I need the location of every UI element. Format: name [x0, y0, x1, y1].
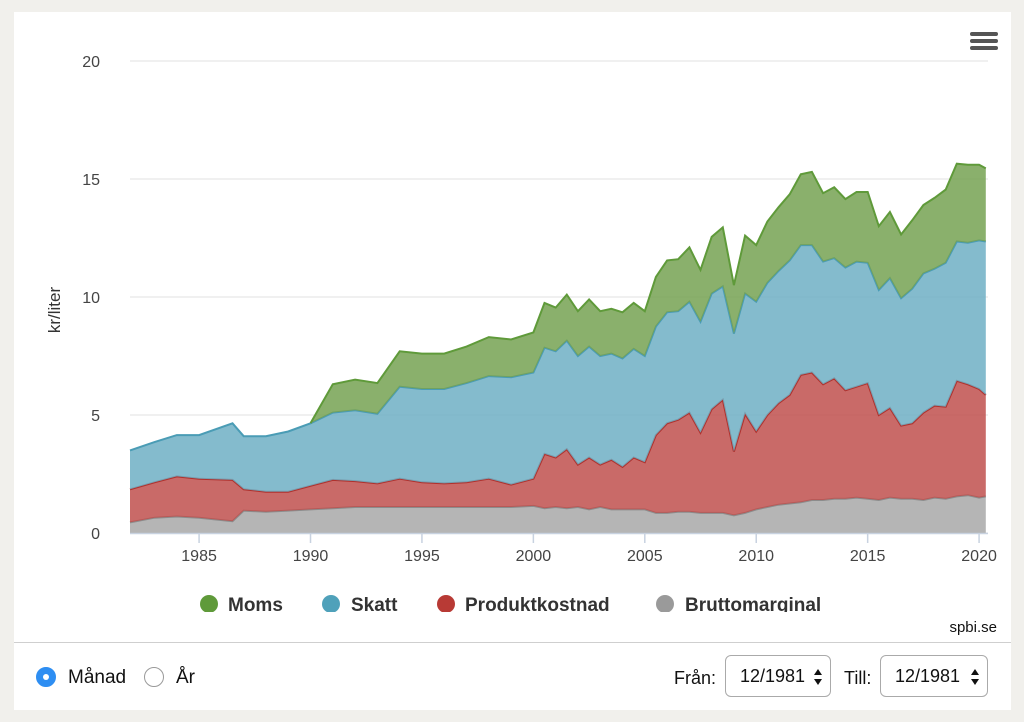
- legend: Moms Skatt Produktkostnad Bruttomarginal: [200, 595, 821, 612]
- up-down-arrows-icon: [814, 669, 822, 685]
- radio-yearly-label[interactable]: År: [176, 667, 195, 688]
- period-controls: Månad År Från: 12/1981 Till: 12/1981: [14, 643, 1011, 710]
- from-select[interactable]: 12/1981: [725, 655, 831, 697]
- radio-monthly-label[interactable]: Månad: [68, 667, 127, 688]
- radio-yearly[interactable]: [144, 667, 164, 687]
- y-axis-title: kr/liter: [45, 287, 64, 334]
- from-select-value: 12/1981: [740, 666, 806, 686]
- up-down-arrows-icon: [971, 669, 979, 685]
- credits[interactable]: spbi.se: [949, 619, 997, 636]
- legend-marker-bruttomarginal: [656, 595, 674, 612]
- y-axis-ticks: 0 5 10 15 20: [82, 54, 100, 543]
- area-chart: 0 5 10 15 20 1985 1990 1995 2000 2005 2010 2015 202…: [45, 54, 997, 612]
- legend-marker-skatt: [322, 595, 340, 612]
- to-select[interactable]: 12/1981: [880, 655, 988, 697]
- x-tick-label: 2015: [850, 548, 886, 565]
- legend-marker-moms: [200, 595, 218, 612]
- x-axis: 1985 1990 1995 2000 2005 2010 2015 2020: [130, 532, 997, 565]
- series-line-moms: [309, 162, 987, 424]
- y-tick-label: 10: [82, 290, 100, 307]
- legend-label-skatt: Skatt: [351, 595, 398, 612]
- legend-label-produktkostnad: Produktkostnad: [465, 595, 610, 612]
- y-tick-label: 0: [91, 526, 100, 543]
- legend-marker-produktkostnad: [437, 595, 455, 612]
- radio-monthly[interactable]: [36, 667, 56, 687]
- x-tick-label: 2000: [516, 548, 552, 565]
- x-tick-label: 2020: [961, 548, 997, 565]
- hamburger-menu-icon[interactable]: [970, 30, 998, 54]
- stacked-areas: [129, 162, 987, 533]
- x-tick-label: 2010: [738, 548, 774, 565]
- area-skatt[interactable]: [130, 240, 986, 492]
- to-select-value: 12/1981: [895, 666, 961, 686]
- to-label: Till:: [844, 668, 872, 688]
- y-tick-label: 20: [82, 54, 100, 71]
- x-tick-label: 1985: [181, 548, 217, 565]
- legend-label-moms: Moms: [228, 595, 283, 612]
- legend-item-skatt[interactable]: Skatt: [322, 595, 398, 612]
- chart-card: 0 5 10 15 20 1985 1990 1995 2000 2005 2010 2015 202…: [14, 12, 1011, 710]
- series-line-bruttomarginal: [129, 494, 986, 524]
- y-tick-label: 15: [82, 172, 100, 189]
- from-label: Från:: [674, 668, 717, 688]
- legend-item-bruttomarginal[interactable]: Bruttomarginal: [656, 595, 821, 612]
- x-tick-label: 1990: [293, 548, 329, 565]
- legend-item-produktkostnad[interactable]: Produktkostnad: [437, 595, 610, 612]
- x-tick-label: 2005: [627, 548, 663, 565]
- divider: [14, 642, 1011, 643]
- area-moms[interactable]: [130, 163, 986, 451]
- legend-item-moms[interactable]: Moms: [200, 595, 283, 612]
- y-tick-label: 5: [91, 408, 100, 425]
- area-produktkostnad[interactable]: [130, 372, 986, 523]
- legend-label-bruttomarginal: Bruttomarginal: [685, 595, 821, 612]
- x-tick-label: 1995: [404, 548, 440, 565]
- area-bruttomarginal[interactable]: [130, 495, 986, 533]
